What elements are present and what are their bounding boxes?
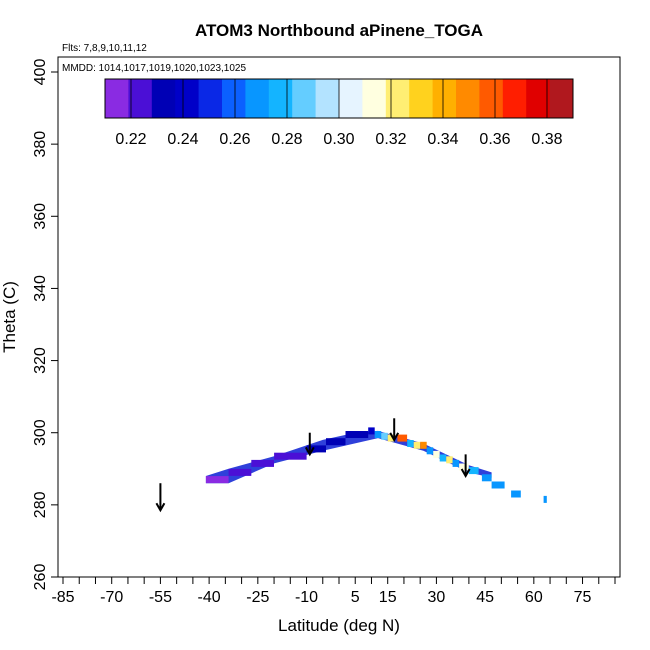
colorbar-tick-label: 0.34: [427, 131, 458, 148]
data-segment-12: [397, 434, 408, 442]
colorbar-bin-16: [456, 79, 480, 118]
colorbar-bin-15: [432, 79, 457, 118]
y-tick-label: 380: [32, 131, 49, 158]
data-segment-15: [420, 441, 427, 449]
y-tick-label: 360: [32, 203, 49, 230]
data-segment-14: [413, 441, 421, 449]
y-tick-label: 260: [32, 564, 49, 591]
x-axis-label: Latitude (deg N): [278, 616, 400, 635]
profile-arrow-1: [155, 483, 166, 513]
colorbar-bin-12: [362, 79, 387, 118]
y-tick-label: 320: [32, 347, 49, 374]
colorbar-bin-11: [339, 79, 363, 118]
data-segment-9: [374, 431, 382, 438]
x-tick-label: 45: [476, 589, 494, 606]
colorbar-bin-3: [151, 79, 176, 118]
x-tick-label: 5: [351, 589, 360, 606]
colorbar-tick-label: 0.24: [167, 131, 198, 148]
profile-arrow-2: [304, 432, 315, 457]
arrow-head: [460, 468, 471, 479]
x-tick-label: -25: [246, 589, 269, 606]
colorbar-tick-label: 0.32: [375, 131, 406, 148]
y-axis: 260 280 300 320 340 360 380 400: [32, 59, 58, 591]
data-segment-23: [481, 474, 492, 482]
data-segment-1: [205, 476, 229, 484]
data-layer: [155, 418, 547, 513]
x-tick-label: -55: [149, 589, 172, 606]
y-tick-label: 400: [32, 59, 49, 86]
x-tick-label: -70: [100, 589, 123, 606]
x-tick-label: 30: [428, 589, 446, 606]
data-segment-8: [368, 427, 375, 435]
data-segment-3: [251, 459, 274, 467]
chart-title: ATOM3 Northbound aPinene_TOGA: [195, 21, 483, 40]
colorbar-bin-17: [479, 79, 504, 118]
colorbar-bin-5: [198, 79, 223, 118]
data-segment-25: [511, 490, 521, 498]
colorbar-bin-1: [105, 79, 129, 118]
profile-arrow-4: [460, 454, 471, 479]
x-tick-label: 75: [574, 589, 592, 606]
y-tick-label: 340: [32, 275, 49, 302]
data-segment-24: [491, 481, 505, 489]
colorbar: 0.22 0.24 0.26 0.28 0.30 0.32 0.34 0.36 0.38: [104, 78, 574, 148]
colorbar-bin-8: [268, 79, 293, 118]
data-segment-21: [459, 463, 469, 471]
colorbar-bin-7: [245, 79, 270, 118]
data-segment-22: [468, 467, 479, 475]
x-tick-label: -40: [198, 589, 221, 606]
data-segment-7: [345, 431, 369, 438]
y-tick-label: 280: [32, 491, 49, 518]
dates-annotation: MMDD: 1014,1017,1019,1020,1023,1025: [62, 63, 246, 74]
arrow-head: [155, 502, 166, 513]
data-segment-18: [439, 454, 447, 462]
colorbar-tick-label: 0.26: [219, 131, 250, 148]
data-segment-6: [326, 438, 346, 446]
x-tick-label: 60: [525, 589, 543, 606]
colorbar-bin-4: [175, 79, 200, 118]
data-segment-4: [274, 452, 307, 460]
profile-arrow-3: [389, 418, 400, 442]
colorbar-bin-2: [128, 79, 153, 118]
colorbar-tick-label: 0.38: [531, 131, 562, 148]
y-axis-label: Theta (C): [0, 281, 19, 353]
colorbar-bin-6: [222, 79, 246, 118]
data-segment-16: [426, 447, 434, 455]
data-segment-11: [387, 434, 395, 442]
data-segment-10: [381, 432, 388, 440]
colorbar-bin-13: [385, 79, 410, 118]
data-segment-5: [306, 445, 326, 453]
colorbar-frame: [104, 78, 574, 119]
colorbar-bin-14: [409, 79, 434, 118]
data-segment-19: [446, 456, 453, 464]
arrow-head: [389, 432, 400, 442]
colorbar-bin-10: [315, 79, 340, 118]
flights-annotation: Flts: 7,8,9,10,11,12: [62, 43, 147, 54]
colorbar-bin-19: [526, 79, 551, 118]
colorbar-bin-18: [502, 79, 527, 118]
colorbar-tick-label: 0.22: [115, 131, 146, 148]
y-tick-label: 300: [32, 419, 49, 446]
data-segment-26: [543, 495, 547, 503]
data-segment-20: [452, 459, 460, 467]
x-tick-label: 15: [379, 589, 397, 606]
colorbar-tick-label: 0.30: [323, 131, 354, 148]
data-segment-2: [228, 468, 252, 476]
colorbar-tick-label: 0.28: [271, 131, 302, 148]
colorbar-bin-20: [549, 79, 574, 118]
x-tick-label: -85: [51, 589, 74, 606]
arrow-head: [304, 446, 315, 457]
x-axis: -85 -70 -55 -40 -25 -10 5 15 30 45 60 75: [51, 577, 616, 606]
x-tick-label: -10: [295, 589, 318, 606]
data-segment-17: [433, 450, 440, 458]
colorbar-tick-label: 0.36: [479, 131, 510, 148]
colorbar-bin-9: [292, 79, 317, 118]
data-segment-13: [407, 440, 414, 447]
